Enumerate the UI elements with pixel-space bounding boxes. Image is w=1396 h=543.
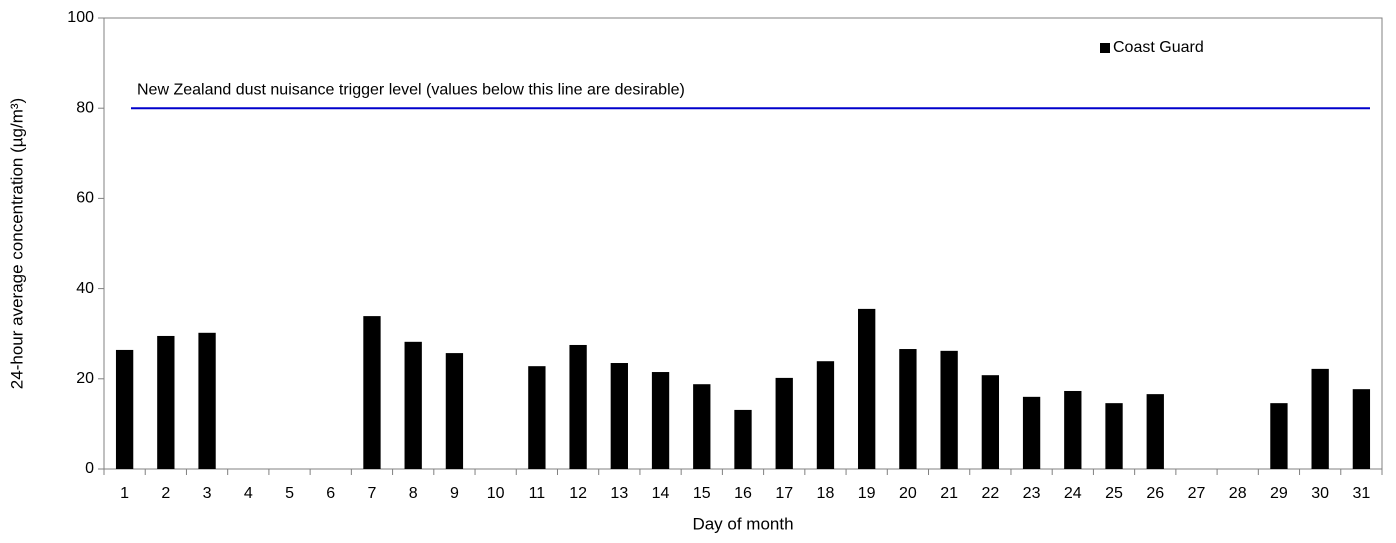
bar [651,372,670,469]
x-tick-label: 25 [1105,485,1123,502]
x-tick-label: 26 [1146,485,1164,502]
x-tick-label: 13 [610,485,628,502]
x-tick-label: 5 [285,485,294,502]
x-tick-label: 7 [368,485,377,502]
bar [1146,394,1164,469]
bar [404,341,422,469]
threshold-label: New Zealand dust nuisance trigger level … [137,81,685,98]
x-tick-label: 31 [1352,485,1370,502]
y-tick-label: 20 [76,370,94,387]
x-tick-label: 15 [693,485,711,502]
bar [858,308,876,469]
bar [940,350,958,469]
x-tick-label: 18 [817,485,835,502]
bar [610,363,628,469]
x-tick-label: 10 [487,485,505,502]
x-tick-label: 12 [569,485,587,502]
x-axis-label: Day of month [692,514,793,533]
x-tick-label: 3 [203,485,212,502]
x-tick-label: 20 [899,485,917,502]
x-tick-label: 19 [858,485,876,502]
x-tick-label: 22 [981,485,999,502]
x-tick-label: 6 [326,485,335,502]
x-tick-label: 11 [529,485,546,502]
bar [981,375,1000,469]
x-tick-label: 27 [1188,485,1206,502]
bar [569,344,587,469]
bar [198,332,216,469]
x-tick-label: 17 [775,485,793,502]
bar [528,366,546,469]
x-tick-label: 14 [652,485,670,502]
y-tick-label: 60 [76,190,94,207]
y-tick-label: 40 [76,280,94,297]
bar [1105,403,1123,469]
bar [363,316,381,469]
x-tick-label: 4 [244,485,253,502]
bar [693,384,711,469]
x-tick-label: 23 [1023,485,1041,502]
bar [445,353,464,469]
y-tick-label: 100 [67,9,94,26]
x-tick-label: 16 [734,485,752,502]
x-tick-label: 9 [450,485,459,502]
x-tick-label: 8 [409,485,418,502]
bar [816,361,835,469]
bar [775,377,793,469]
x-tick-label: 29 [1270,485,1288,502]
x-tick-label: 24 [1064,485,1082,502]
legend-swatch [1100,43,1110,53]
bar [1064,390,1082,469]
bar [1311,368,1329,469]
x-tick-label: 1 [120,485,129,502]
x-tick-label: 28 [1229,485,1247,502]
legend-label: Coast Guard [1113,39,1204,56]
x-tick-label: 2 [161,485,170,502]
bar [115,349,134,469]
bar [1022,396,1041,469]
x-tick-label: 21 [940,485,958,502]
bar [157,335,175,469]
bar [899,349,917,469]
y-axis-label: 24-hour average concentration (µg/m³) [7,98,26,389]
bar [1270,403,1288,469]
y-tick-label: 80 [76,99,94,116]
y-tick-label: 0 [85,460,94,477]
bar [1352,389,1371,469]
x-tick-label: 30 [1311,485,1329,502]
bar [734,409,752,469]
